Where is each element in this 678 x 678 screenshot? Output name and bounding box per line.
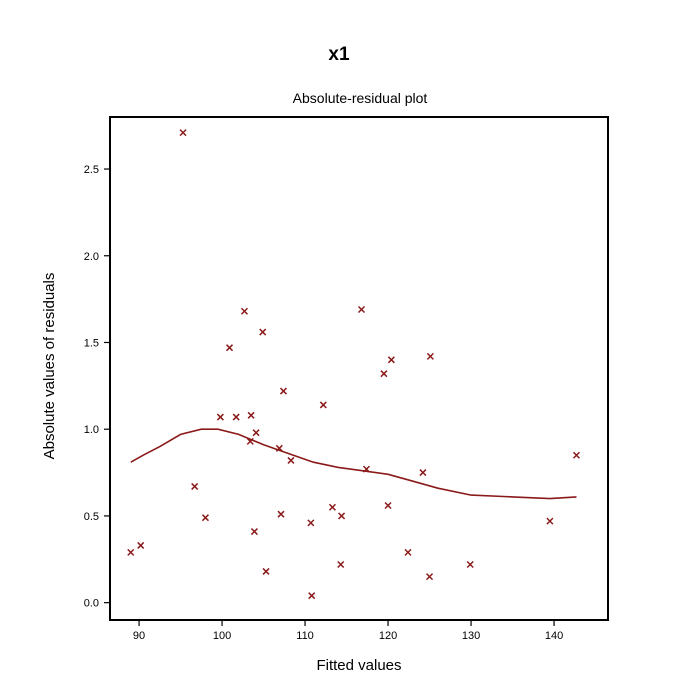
data-point	[252, 429, 260, 437]
y-axis-label: Absolute values of residuals	[41, 273, 58, 460]
data-point	[466, 560, 474, 569]
x-tick-label: 130	[462, 630, 480, 642]
data-point	[279, 387, 288, 395]
data-point	[319, 401, 327, 409]
y-tick-label: 2.0	[84, 251, 99, 263]
x-tick-label: 90	[133, 630, 145, 642]
y-tick-label: 1.5	[84, 337, 99, 349]
data-point	[275, 444, 283, 452]
x-tick-label: 140	[545, 630, 563, 642]
data-point	[127, 548, 135, 556]
data-point	[262, 567, 270, 575]
data-point	[179, 129, 187, 137]
y-tick-label: 2.5	[84, 164, 99, 176]
data-point	[404, 548, 412, 556]
data-point	[246, 437, 254, 445]
x-axis-label: Fitted values	[316, 657, 401, 674]
data-point	[384, 501, 392, 510]
data-point	[426, 573, 434, 581]
data-point	[357, 305, 366, 314]
chart-subtitle: Absolute-residual plot	[293, 90, 428, 106]
chart-main-title: x1	[328, 44, 350, 65]
data-point	[337, 560, 345, 569]
data-point	[259, 328, 267, 336]
data-point	[277, 510, 285, 518]
data-point	[191, 482, 199, 490]
data-point	[240, 307, 248, 315]
data-point	[419, 469, 427, 477]
data-point	[338, 512, 346, 520]
y-tick-label: 0.0	[84, 598, 99, 610]
data-point	[250, 528, 258, 536]
data-point	[247, 411, 255, 419]
x-tick-label: 100	[213, 630, 231, 642]
data-point	[216, 413, 224, 421]
data-point	[328, 503, 336, 511]
data-point	[225, 344, 234, 352]
data-point	[387, 356, 395, 364]
data-point	[201, 514, 209, 522]
x-tick-label: 120	[379, 630, 397, 642]
data-point	[307, 519, 315, 527]
data-point	[380, 370, 388, 378]
data-point	[308, 592, 316, 600]
y-tick-label: 0.5	[84, 511, 99, 523]
data-point	[232, 413, 240, 421]
data-point	[426, 352, 434, 360]
y-tick-label: 1.0	[84, 424, 99, 436]
data-point	[287, 456, 295, 464]
data-point	[572, 451, 580, 459]
data-point	[137, 541, 145, 549]
x-tick-label: 110	[296, 630, 314, 642]
data-point	[362, 465, 371, 473]
plot-area: 90 100 110 120 130 140 0.0 0.5 1.0 1.5 2.0 2.5	[84, 116, 609, 642]
data-point	[546, 517, 554, 525]
smooth-line	[130, 428, 577, 500]
plot-frame	[109, 116, 609, 621]
